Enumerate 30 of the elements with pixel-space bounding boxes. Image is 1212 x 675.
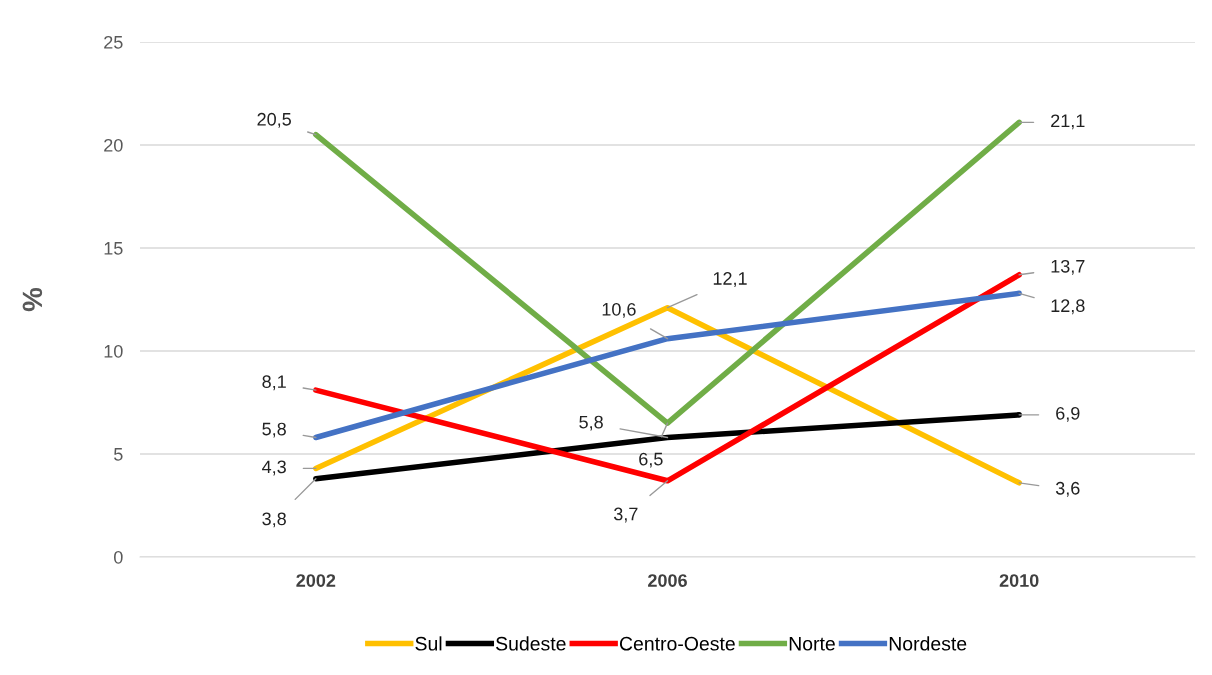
- data-label: 10,6: [602, 302, 636, 318]
- y-tick-label: 10: [104, 344, 123, 358]
- y-tick-label: 15: [104, 242, 123, 255]
- y-tick-label: 25: [104, 35, 123, 49]
- legend-label: Nordeste: [889, 636, 967, 651]
- data-label: 12,1: [713, 272, 747, 287]
- data-label: 3,7: [613, 507, 638, 523]
- x-tick-label: 2002: [296, 574, 336, 587]
- x-tick-label: 2010: [999, 574, 1039, 587]
- data-label: 20,5: [257, 112, 291, 128]
- data-label: 5,8: [579, 415, 603, 431]
- legend-label: Centro-Oeste: [619, 636, 735, 651]
- data-label: 13,7: [1051, 259, 1085, 275]
- x-tick-label: 2006: [648, 574, 687, 587]
- y-tick-label: 20: [104, 138, 123, 152]
- legend-label: Sul: [415, 636, 442, 651]
- data-label: 12,8: [1051, 299, 1085, 315]
- data-label: 8,1: [262, 375, 286, 391]
- data-label: 21,1: [1051, 114, 1085, 130]
- y-tick-label: 5: [114, 448, 123, 461]
- data-label: 3,6: [1055, 481, 1080, 497]
- data-label: 5,8: [262, 422, 286, 438]
- legend-label: Sudeste: [496, 636, 566, 651]
- data-label: 6,5: [639, 452, 663, 468]
- data-label: 3,8: [262, 512, 286, 528]
- data-label: 6,9: [1056, 406, 1080, 422]
- data-label: 4,3: [262, 460, 286, 476]
- legend-label: Norte: [789, 637, 835, 651]
- y-tick-label: 0: [114, 550, 123, 564]
- y-axis-title: %: [22, 287, 43, 312]
